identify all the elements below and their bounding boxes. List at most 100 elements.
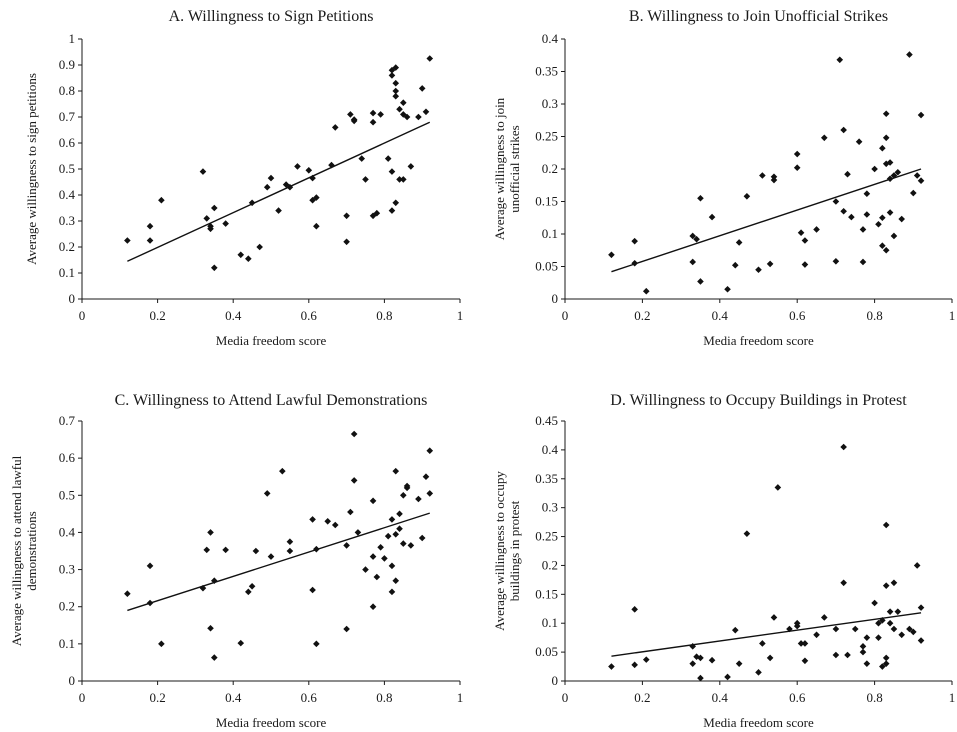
- x-tick-label: 0.4: [225, 690, 242, 705]
- y-tick-label: 0.35: [535, 471, 558, 486]
- data-point: [786, 625, 793, 633]
- data-point: [388, 207, 396, 214]
- data-point: [350, 430, 358, 438]
- data-point: [279, 467, 286, 475]
- data-point: [203, 546, 211, 554]
- data-point: [917, 604, 925, 611]
- data-point: [724, 673, 731, 681]
- y-tick-label: 0.45: [535, 413, 558, 428]
- data-point: [836, 56, 844, 64]
- data-point: [350, 477, 358, 484]
- x-tick-label: 0.2: [634, 690, 650, 705]
- data-point: [422, 108, 430, 116]
- data-point: [377, 543, 384, 551]
- data-point: [400, 111, 407, 118]
- data-point: [237, 639, 245, 647]
- data-point: [855, 138, 863, 145]
- y-tick-label: 0.2: [59, 239, 75, 254]
- data-point: [770, 173, 778, 181]
- chart-title: B. Willingness to Join Unofficial Strike…: [629, 8, 888, 25]
- data-point: [426, 55, 434, 62]
- data-point: [844, 651, 851, 659]
- data-point: [917, 177, 925, 184]
- x-tick-label: 0.4: [225, 308, 242, 323]
- y-tick-label: 1: [69, 31, 76, 46]
- data-point: [422, 473, 430, 481]
- data-point: [882, 246, 890, 254]
- data-point: [890, 625, 898, 633]
- data-point: [863, 634, 871, 641]
- data-point: [642, 287, 650, 295]
- trend-line: [611, 168, 922, 273]
- data-point: [766, 260, 774, 268]
- x-tick-label: 1: [457, 690, 464, 705]
- y-tick-label: 0: [69, 673, 76, 688]
- data-point: [743, 530, 751, 537]
- data-point: [813, 631, 820, 639]
- data-point: [840, 207, 847, 215]
- data-point: [608, 251, 615, 259]
- y-tick-label: 0.7: [59, 413, 76, 428]
- y-tick-label: 0: [69, 291, 76, 306]
- data-point: [245, 588, 252, 596]
- data-point: [381, 555, 388, 562]
- data-point: [708, 656, 716, 664]
- data-point: [396, 510, 403, 518]
- x-tick-label: 0.2: [149, 308, 165, 323]
- data-point: [158, 640, 165, 648]
- y-axis-label: Average willingness to occupy: [492, 471, 507, 631]
- data-point: [388, 168, 396, 175]
- data-point: [146, 599, 154, 607]
- data-point: [211, 264, 218, 272]
- data-point: [832, 198, 840, 205]
- data-point: [797, 229, 805, 236]
- x-tick-label: 0: [562, 308, 569, 323]
- data-point: [801, 237, 809, 244]
- data-point: [275, 207, 282, 214]
- y-tick-label: 0.4: [59, 187, 76, 202]
- data-point: [689, 258, 697, 266]
- x-tick-label: 0.6: [789, 308, 806, 323]
- data-point: [697, 654, 704, 662]
- data-point: [882, 654, 890, 662]
- data-point: [832, 625, 840, 633]
- data-point: [801, 261, 809, 268]
- data-point: [392, 79, 400, 87]
- data-point: [886, 159, 894, 166]
- data-point: [392, 87, 400, 95]
- data-point: [211, 577, 218, 585]
- data-point: [263, 490, 271, 497]
- data-point: [879, 663, 886, 670]
- data-point: [222, 220, 229, 227]
- x-tick-label: 1: [949, 690, 956, 705]
- data-point: [875, 220, 882, 228]
- y-axis-label: buildings in protest: [507, 500, 522, 601]
- data-point: [392, 64, 400, 71]
- y-tick-label: 0.9: [59, 57, 75, 72]
- data-point: [237, 251, 245, 259]
- data-point: [207, 529, 214, 536]
- data-point: [369, 603, 377, 611]
- y-tick-label: 0.2: [542, 161, 558, 176]
- x-tick-label: 0.8: [866, 690, 882, 705]
- data-point: [774, 484, 782, 491]
- data-point: [863, 211, 871, 218]
- data-point: [286, 538, 294, 546]
- data-point: [313, 640, 320, 648]
- data-point: [407, 542, 415, 549]
- data-point: [906, 625, 913, 633]
- data-point: [124, 237, 131, 244]
- data-point: [871, 165, 878, 173]
- y-tick-label: 0.35: [535, 64, 558, 79]
- data-point: [305, 167, 313, 174]
- x-tick-label: 1: [457, 308, 464, 323]
- data-point: [373, 573, 381, 581]
- x-axis-label: Media freedom score: [703, 333, 814, 348]
- data-point: [392, 467, 400, 475]
- data-point: [309, 516, 316, 523]
- data-point: [369, 497, 377, 505]
- data-point: [426, 490, 434, 497]
- data-point: [631, 606, 638, 613]
- y-tick-label: 0.15: [535, 194, 558, 209]
